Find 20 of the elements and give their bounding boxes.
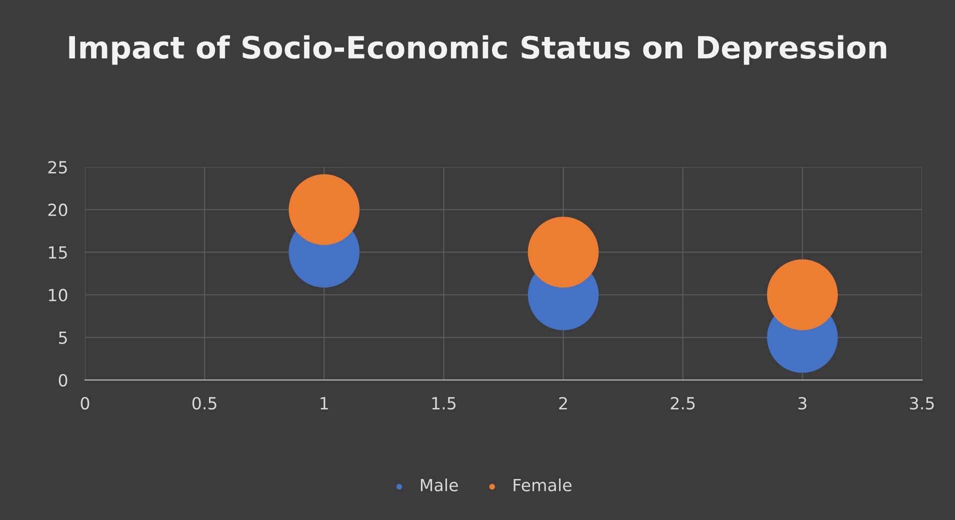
x-tick-label: 1 [320,397,328,410]
point [288,174,360,246]
x-tick-label: 1.5 [432,397,456,410]
y-tick-label: 0 [58,374,68,387]
x-tick-label: 0.5 [192,396,216,410]
point [528,216,599,288]
x-tick-label: 2 [559,396,567,410]
x-tick-label: 0 [80,396,90,410]
legend-label: Female [514,478,572,492]
x-tick-label: 2.5 [670,396,695,410]
x-tick-label: 3.5 [910,396,934,410]
legend-label: Male [420,478,458,492]
y-tick-label: 5 [59,332,67,344]
y-tick-label: 10 [48,288,68,302]
point [767,259,838,330]
chart-title: Impact of Socio-Economic Status on Depression [69,35,886,65]
y-tick-label: 25 [48,160,67,174]
y-tick-label: 20 [48,204,68,216]
y-tick-label: 15 [48,246,67,259]
x-tick-label: 3 [798,396,806,410]
